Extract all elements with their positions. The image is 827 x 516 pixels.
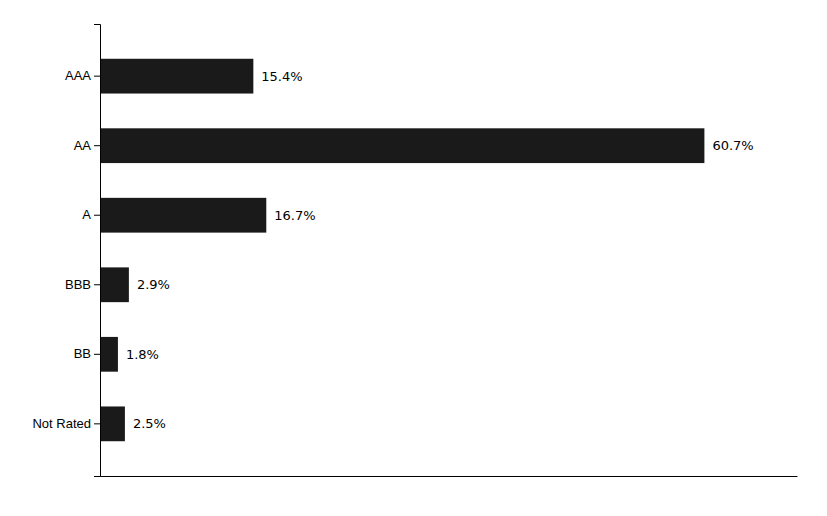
- y-tick-mark: [94, 284, 100, 285]
- bar: [100, 59, 253, 94]
- y-tick-label: BB: [74, 346, 91, 361]
- y-tick-label: AA: [74, 138, 92, 153]
- data-label: 2.9%: [137, 277, 170, 292]
- y-tick-mark: [94, 76, 100, 77]
- bar: [100, 337, 118, 372]
- chart: AAAAAABBBBBNot Rated15.4%60.7%16.7%2.9%1…: [0, 0, 827, 516]
- bar: [100, 198, 266, 233]
- y-tick: BB: [74, 346, 100, 361]
- y-tick: Not Rated: [32, 416, 100, 431]
- bar: [100, 267, 129, 302]
- y-tick: AAA: [65, 68, 100, 83]
- y-tick: BBB: [65, 277, 100, 292]
- data-label: 60.7%: [712, 138, 753, 153]
- bars: [100, 59, 704, 441]
- bar: [100, 128, 704, 163]
- x-axis: [101, 476, 798, 477]
- y-tick-mark: [94, 215, 100, 216]
- y-axis-line: [94, 25, 101, 477]
- data-labels: 15.4% 60.7% 16.7% 2.9% 1.8% 2.5%: [126, 69, 754, 432]
- y-tick-label: Not Rated: [32, 416, 91, 431]
- data-label: 1.8%: [126, 347, 159, 362]
- y-tick: AA: [74, 138, 100, 153]
- data-label: 16.7%: [274, 208, 315, 223]
- y-tick-mark: [94, 423, 100, 424]
- y-tick-label: BBB: [65, 277, 91, 292]
- y-tick-label: A: [82, 207, 91, 222]
- x-axis-line: [101, 476, 798, 477]
- y-tick: A: [82, 207, 100, 222]
- plot: AAAAAABBBBBNot Rated15.4%60.7%16.7%2.9%1…: [32, 25, 797, 477]
- y-axis: AAAAAABBBBBNot Rated: [32, 25, 100, 477]
- y-tick-mark: [94, 145, 100, 146]
- y-tick-mark: [94, 354, 100, 355]
- bar: [100, 406, 125, 441]
- data-label: 15.4%: [261, 69, 302, 84]
- y-tick-label: AAA: [65, 68, 91, 83]
- data-label: 2.5%: [133, 416, 166, 431]
